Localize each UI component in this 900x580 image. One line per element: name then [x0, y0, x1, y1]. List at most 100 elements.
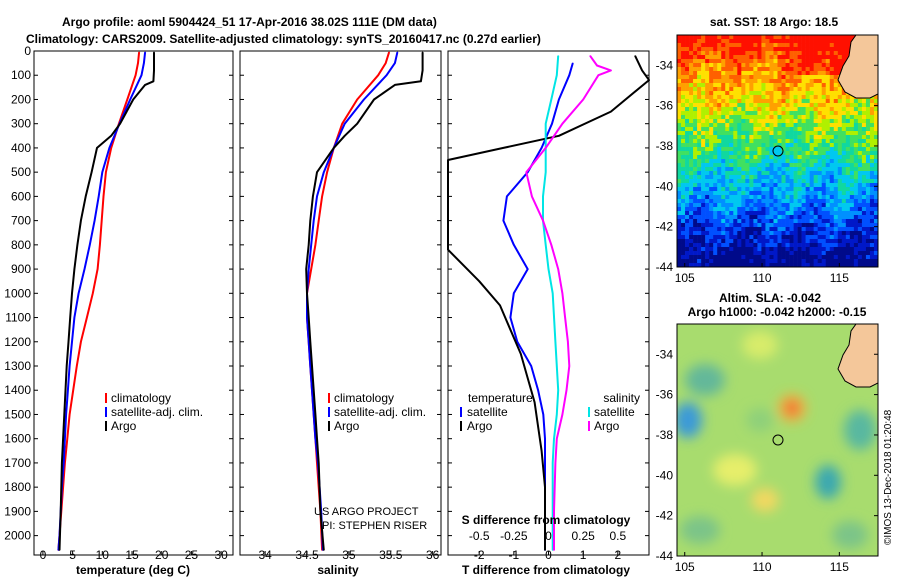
- sst-cell: [809, 195, 814, 200]
- sst-cell: [797, 179, 802, 184]
- sst-cell: [737, 259, 742, 264]
- sst-cell: [749, 243, 754, 248]
- sst-cell: [773, 163, 778, 168]
- sst-cell: [717, 55, 722, 60]
- sst-cell: [681, 183, 686, 188]
- sst-cell: [697, 219, 702, 224]
- data-point: [69, 413, 71, 416]
- sst-cell: [789, 95, 794, 100]
- sst-cell: [693, 167, 698, 172]
- sst-cell: [809, 87, 814, 92]
- x-tick-label: 25: [185, 548, 199, 562]
- sst-cell: [697, 67, 702, 72]
- sst-cell: [681, 119, 686, 124]
- sst-cell: [825, 151, 831, 156]
- sst-cell: [781, 179, 786, 184]
- sst-cell: [849, 223, 855, 228]
- sst-cell: [729, 63, 734, 68]
- sst-cell: [769, 263, 774, 267]
- sst-cell: [689, 103, 694, 108]
- sst-cell: [813, 59, 818, 64]
- sst-cell: [829, 235, 835, 240]
- sst-cell: [785, 59, 790, 64]
- sst-cell: [857, 171, 863, 176]
- sst-cell: [713, 75, 718, 80]
- sst-cell: [813, 195, 818, 200]
- sst-cell: [809, 207, 814, 212]
- sst-cell: [749, 139, 754, 144]
- sst-cell: [737, 151, 742, 156]
- sst-cell: [801, 219, 806, 224]
- sst-cell: [761, 159, 766, 164]
- sst-cell: [817, 51, 823, 56]
- sst-cell: [709, 87, 714, 92]
- sst-cell: [705, 75, 710, 80]
- sst-cell: [781, 123, 786, 128]
- sst-cell: [681, 219, 686, 224]
- sst-cell: [733, 115, 738, 120]
- sst-cell: [741, 227, 746, 232]
- sst-cell: [701, 115, 706, 120]
- sst-cell: [721, 163, 726, 168]
- sst-cell: [793, 251, 798, 256]
- sst-cell: [809, 155, 814, 160]
- sst-cell: [745, 231, 750, 236]
- sst-cell: [773, 203, 778, 208]
- sst-cell: [849, 143, 855, 148]
- sst-cell: [749, 203, 754, 208]
- sst-cell: [697, 215, 702, 220]
- sst-cell: [765, 255, 770, 260]
- sst-cell: [685, 247, 690, 252]
- sst-cell: [677, 223, 682, 228]
- sst-cell: [821, 183, 827, 188]
- sst-cell: [685, 103, 690, 108]
- sst-cell: [777, 263, 782, 267]
- sst-cell: [745, 147, 750, 152]
- sst-cell: [829, 247, 835, 252]
- sst-cell: [797, 187, 802, 192]
- data-point: [541, 450, 543, 452]
- sst-cell: [821, 207, 827, 212]
- sst-cell: [677, 103, 682, 108]
- sst-cell: [797, 119, 802, 124]
- sst-cell: [797, 143, 802, 148]
- sst-cell: [681, 175, 686, 180]
- sst-cell: [841, 95, 847, 100]
- sst-cell: [793, 171, 798, 176]
- sst-cell: [789, 39, 794, 44]
- sst-cell: [737, 59, 742, 64]
- sst-cell: [705, 223, 710, 228]
- data-point: [143, 62, 145, 64]
- sst-cell: [741, 79, 746, 84]
- sst-cell: [721, 159, 726, 164]
- sst-cell: [701, 203, 706, 208]
- data-point: [64, 438, 66, 440]
- sst-cell: [869, 259, 875, 264]
- sst-cell: [805, 143, 810, 148]
- sst-cell: [713, 119, 718, 124]
- sst-cell: [873, 135, 878, 140]
- sst-cell: [857, 107, 863, 112]
- data-point: [634, 55, 636, 57]
- sst-cell: [757, 35, 762, 40]
- sst-cell: [841, 119, 847, 124]
- sst-cell: [873, 147, 878, 152]
- sst-cell: [741, 131, 746, 136]
- sst-cell: [753, 55, 758, 60]
- sst-cell: [821, 255, 827, 260]
- sst-cell: [805, 95, 810, 100]
- sst-cell: [697, 75, 702, 80]
- sst-cell: [681, 223, 686, 228]
- sst-cell: [809, 67, 814, 72]
- sst-cell: [845, 159, 851, 164]
- sst-cell: [757, 71, 762, 76]
- sst-cell: [777, 103, 782, 108]
- sst-cell: [729, 79, 734, 84]
- sst-cell: [801, 203, 806, 208]
- sst-cell: [869, 239, 875, 244]
- sst-cell: [797, 175, 802, 180]
- sst-cell: [693, 203, 698, 208]
- sst-cell: [725, 215, 730, 220]
- sst-cell: [809, 35, 814, 40]
- data-point: [137, 62, 139, 64]
